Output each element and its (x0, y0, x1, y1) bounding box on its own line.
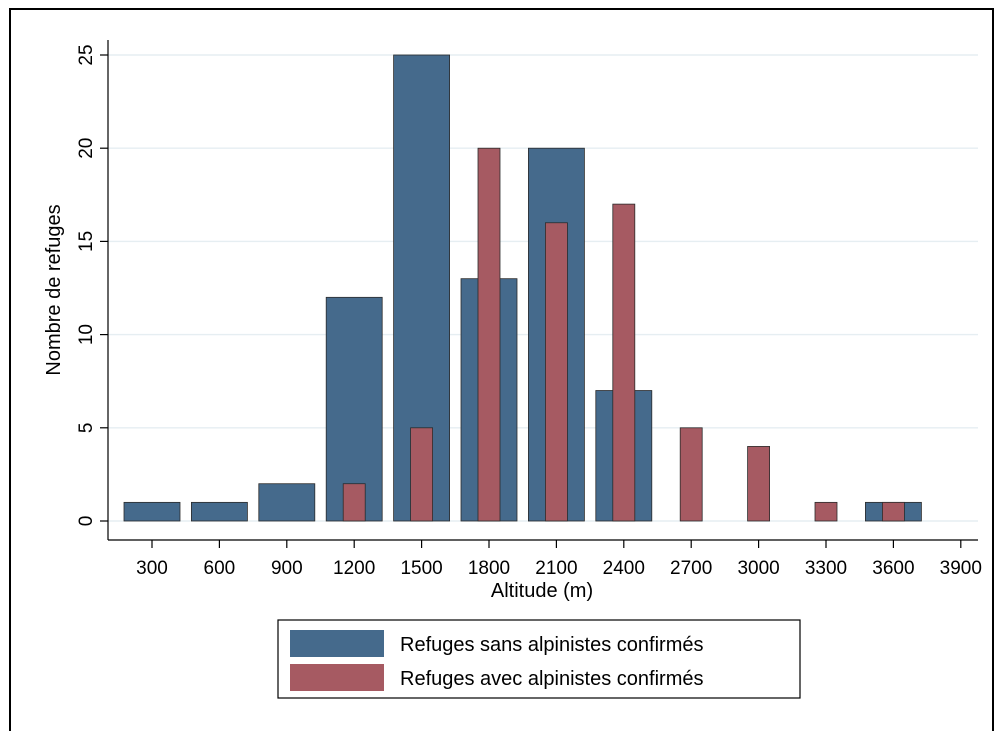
x-tick-label: 2400 (603, 558, 645, 579)
x-tick-label: 600 (204, 558, 236, 579)
legend-label-sans: Refuges sans alpinistes confirmés (400, 634, 703, 656)
bar-sans (190, 501, 248, 522)
x-ticks: 300 600 900 1200 1500 1800 2100 2400 2700 3000 330… (136, 540, 982, 579)
bars-group (123, 54, 922, 522)
bar-avec (410, 427, 434, 522)
y-tick-label: 5 (76, 423, 97, 434)
x-tick-label: 1200 (333, 558, 375, 579)
legend-label-avec: Refuges avec alpinistes confirmés (400, 668, 703, 690)
x-tick-label: 2700 (670, 558, 712, 579)
bar-avec (814, 501, 838, 522)
x-tick-label: 3000 (737, 558, 779, 579)
x-tick-label: 900 (271, 558, 303, 579)
y-ticks: 0 5 10 15 20 25 (76, 44, 108, 526)
x-tick-label: 1800 (468, 558, 510, 579)
bar-avec (342, 483, 366, 522)
y-tick-label: 0 (76, 516, 97, 527)
bar-avec (679, 427, 703, 522)
y-axis-title: Nombre de refuges (43, 204, 65, 375)
x-tick-label: 1500 (400, 558, 442, 579)
x-axis-title: Altitude (m) (491, 580, 593, 602)
x-tick-label: 300 (136, 558, 168, 579)
bar-sans (123, 501, 181, 522)
x-tick-label: 3600 (872, 558, 914, 579)
y-tick-label: 10 (76, 324, 97, 345)
legend: Refuges sans alpinistes confirmés Refuge… (277, 619, 801, 699)
axes-group (107, 40, 978, 541)
y-tick-label: 15 (76, 231, 97, 252)
x-tick-label: 2100 (535, 558, 577, 579)
y-tick-label: 20 (76, 138, 97, 159)
legend-swatch-avec (290, 664, 384, 691)
bar-avec (612, 203, 636, 522)
x-tick-label: 3300 (805, 558, 847, 579)
legend-swatch-sans (290, 630, 384, 657)
bar-avec (747, 446, 770, 522)
bar-sans (258, 483, 316, 522)
bar-avec (477, 147, 501, 522)
bar-avec (545, 222, 568, 522)
y-tick-label: 25 (76, 44, 97, 65)
bar-avec (882, 501, 905, 522)
x-tick-label: 3900 (940, 558, 982, 579)
